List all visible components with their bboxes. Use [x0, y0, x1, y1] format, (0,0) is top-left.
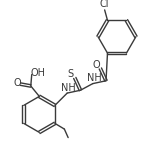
Text: OH: OH — [31, 68, 46, 78]
Text: S: S — [67, 69, 73, 79]
Text: NH: NH — [87, 73, 102, 83]
Text: Cl: Cl — [100, 0, 109, 9]
Text: NH: NH — [61, 83, 76, 93]
Text: O: O — [93, 60, 100, 70]
Text: O: O — [14, 78, 21, 88]
